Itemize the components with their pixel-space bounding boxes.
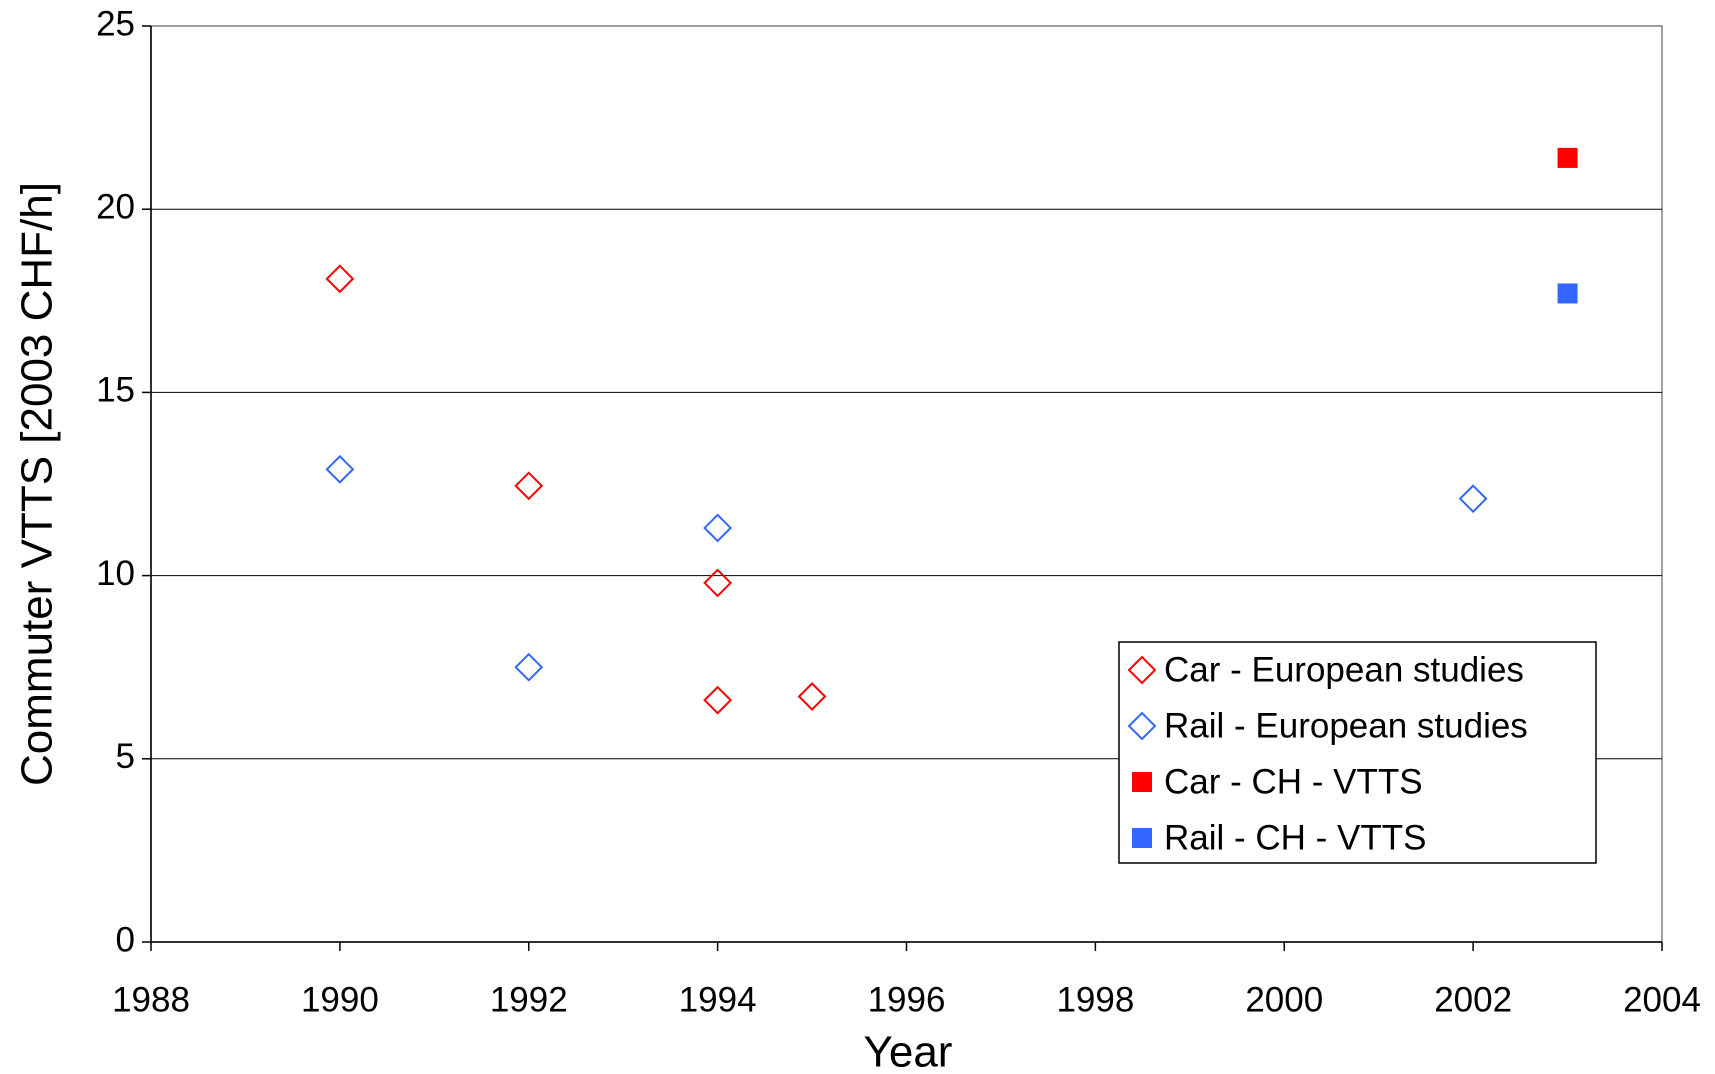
point [325,264,355,294]
x-tick-label: 2000 [1245,980,1323,1019]
x-tick-label: 1998 [1056,980,1134,1019]
y-tick-label: 15 [96,371,135,410]
x-tick-label: 1992 [490,980,568,1019]
legend-marker [1132,828,1152,848]
x-tick-label: 2004 [1623,980,1701,1019]
legend-label: Car - European studies [1164,650,1524,689]
point [1458,484,1488,514]
legend-label: Rail - European studies [1164,706,1528,745]
x-tick-label: 1996 [868,980,946,1019]
x-tick-label: 1988 [112,980,190,1019]
point [514,471,544,501]
point [703,568,733,598]
point [703,685,733,715]
y-tick-label: 5 [116,737,135,776]
legend-label: Rail - CH - VTTS [1164,818,1427,857]
x-tick-label: 2002 [1434,980,1512,1019]
point [1557,147,1578,168]
legend-marker [1132,772,1152,792]
point [703,513,733,543]
point [797,682,827,711]
x-tick-label: 1994 [679,980,757,1019]
y-axis-title: Commuter VTTS [2003 CHF/h] [13,182,62,786]
point [325,454,355,484]
point [1557,283,1578,304]
legend-box [1118,641,1597,864]
y-tick-label: 10 [96,554,135,593]
y-tick-label: 25 [96,4,135,43]
y-tick-label: 20 [96,187,135,226]
legend-label: Car - CH - VTTS [1164,762,1423,801]
y-tick-label: 0 [116,920,135,959]
x-tick-label: 1990 [301,980,379,1019]
point [514,652,544,682]
x-axis-title: Year [864,1028,953,1074]
legend-marker [1127,655,1157,685]
legend-marker [1127,711,1157,741]
